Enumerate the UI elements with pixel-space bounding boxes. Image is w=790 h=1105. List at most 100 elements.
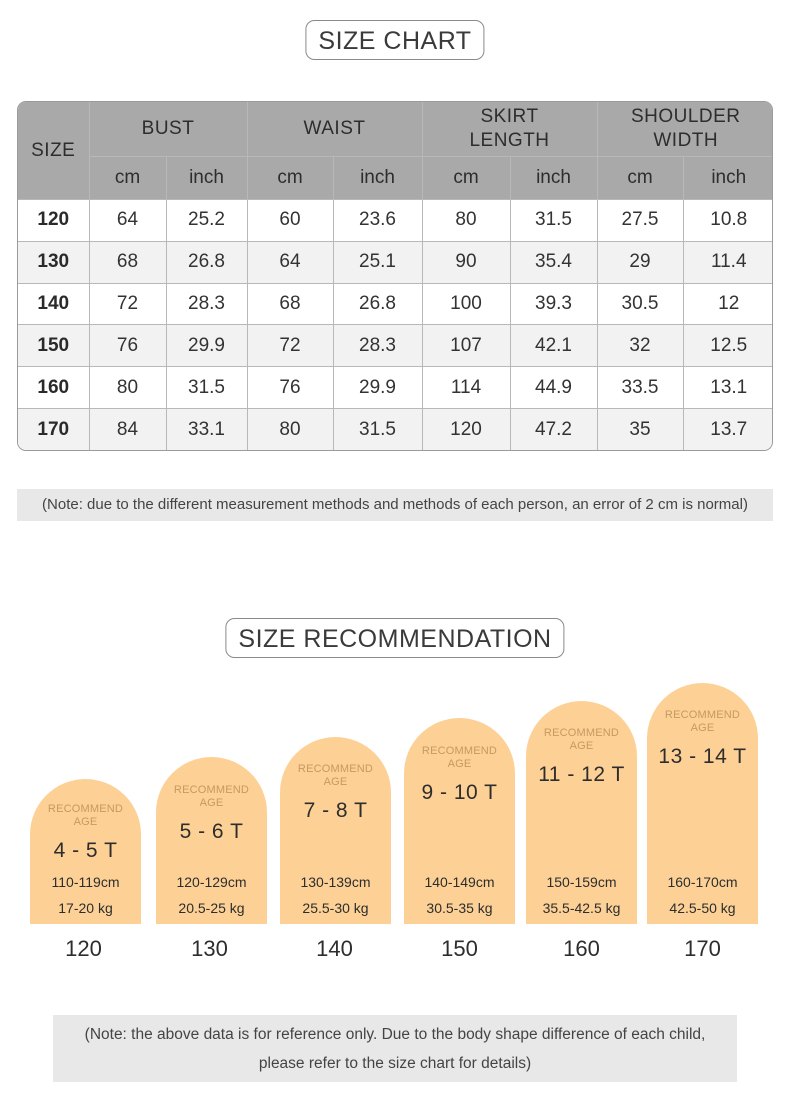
table-cell: 72 [246,324,334,368]
recommend-card: RECOMMEND AGE 9 - 10 T 140-149cm 30.5-35 … [404,718,515,924]
recommend-height: 120-129cm [176,874,247,890]
unit-cm-header: cm [246,156,334,200]
unit-cm-header: cm [89,156,167,200]
size-cell: 170 [18,408,90,450]
table-cell: 10.8 [682,199,772,242]
size-cell: 160 [18,366,90,410]
table-cell: 27.5 [596,199,684,242]
table-cell: 68 [246,282,334,326]
table-cell: 90 [421,240,511,284]
table-cell: 64 [88,199,167,242]
table-cell: 76 [88,324,167,368]
unit-inch-header: inch [682,156,772,200]
table-row: 170 84 33.1 80 31.5 120 47.2 35 13.7 [18,408,772,450]
table-cell: 33.1 [165,408,248,450]
recommend-card: RECOMMEND AGE 5 - 6 T 120-129cm 20.5-25 k… [156,757,267,924]
table-row: 120 64 25.2 60 23.6 80 31.5 27.5 10.8 [18,199,772,242]
table-cell: 13.1 [682,366,772,410]
recommend-weight: 20.5-25 kg [178,900,245,916]
table-cell: 35 [596,408,684,450]
table-cell: 47.2 [509,408,598,450]
unit-inch-header: inch [332,156,423,200]
recommend-weight: 25.5-30 kg [302,900,369,916]
recommend-age: 4 - 5 T [53,839,118,862]
reference-note-line: (Note: the above data is for reference o… [84,1026,706,1043]
recommend-height: 130-139cm [300,874,371,890]
recommend-age: 5 - 6 T [179,820,244,843]
table-row: 140 72 28.3 68 26.8 100 39.3 30.5 12 [18,282,772,326]
table-cell: 60 [246,199,334,242]
recommend-label: RECOMMEND AGE [421,745,498,770]
table-cell: 31.5 [165,366,248,410]
table-cell: 33.5 [596,366,684,410]
recommend-label: RECOMMEND AGE [664,709,741,734]
table-cell: 29 [596,240,684,284]
recommend-height: 110-119cm [51,874,120,890]
recommend-height: 160-170cm [667,874,738,890]
recommend-label: RECOMMEND AGE [297,763,374,788]
table-cell: 31.5 [332,408,423,450]
recommend-age: 7 - 8 T [303,799,368,822]
table-cell: 29.9 [332,366,423,410]
table-cell: 28.3 [165,282,248,326]
table-cell: 25.2 [165,199,248,242]
recommend-age: 13 - 14 T [658,745,747,768]
table-cell: 84 [88,408,167,450]
table-cell: 25.1 [332,240,423,284]
unit-cm-header: cm [421,156,511,200]
unit-cm-header: cm [596,156,684,200]
size-cell: 120 [18,199,90,242]
size-recommendation-title: SIZE RECOMMENDATION [225,618,565,658]
table-row: 160 80 31.5 76 29.9 114 44.9 33.5 13.1 [18,366,772,410]
table-cell: 80 [421,199,511,242]
table-cell: 80 [88,366,167,410]
table-cell: 32 [596,324,684,368]
table-cell: 31.5 [509,199,598,242]
recommend-size-label: 160 [563,936,600,961]
recommend-size-label: 120 [65,936,102,961]
recommend-label: RECOMMEND AGE [543,727,620,752]
table-cell: 120 [421,408,511,450]
table-cell: 44.9 [509,366,598,410]
size-column-header: SIZE [18,102,90,200]
table-cell: 39.3 [509,282,598,326]
table-cell: 29.9 [165,324,248,368]
table-cell: 100 [421,282,511,326]
waist-header: WAIST [246,102,423,157]
size-chart-table: SIZE BUST WAIST SKIRT LENGTH SHOULDER WI… [17,101,773,451]
table-cell: 35.4 [509,240,598,284]
table-cell: 11.4 [682,240,772,284]
recommend-size-label: 170 [684,936,721,961]
recommend-age: 11 - 12 T [538,763,625,786]
recommend-label: RECOMMEND AGE [173,784,250,809]
unit-inch-header: inch [509,156,598,200]
table-cell: 12 [682,282,772,326]
table-cell: 26.8 [165,240,248,284]
shoulder-width-header: SHOULDER WIDTH [596,102,772,157]
recommend-card: RECOMMEND AGE 11 - 12 T 150-159cm 35.5-42… [526,701,637,924]
recommend-height: 140-149cm [424,874,495,890]
size-cell: 150 [18,324,90,368]
recommend-size-label: 150 [441,936,478,961]
table-cell: 26.8 [332,282,423,326]
table-cell: 107 [421,324,511,368]
recommend-age: 9 - 10 T [421,781,498,804]
table-cell: 12.5 [682,324,772,368]
recommend-size-label: 130 [191,936,228,961]
table-cell: 64 [246,240,334,284]
measurement-note: (Note: due to the different measurement … [17,489,773,521]
table-cell: 80 [246,408,334,450]
size-cell: 140 [18,282,90,326]
table-cell: 72 [88,282,167,326]
table-cell: 30.5 [596,282,684,326]
table-cell: 28.3 [332,324,423,368]
recommend-label: RECOMMEND AGE [47,803,124,828]
table-cell: 68 [88,240,167,284]
size-chart-title: SIZE CHART [305,20,485,60]
table-cell: 76 [246,366,334,410]
recommend-card: RECOMMEND AGE 13 - 14 T 160-170cm 42.5-50… [647,683,758,924]
recommend-weight: 42.5-50 kg [669,900,736,916]
recommend-height: 150-159cm [546,874,617,890]
table-cell: 23.6 [332,199,423,242]
recommend-card: RECOMMEND AGE 7 - 8 T 130-139cm 25.5-30 k… [280,737,391,924]
